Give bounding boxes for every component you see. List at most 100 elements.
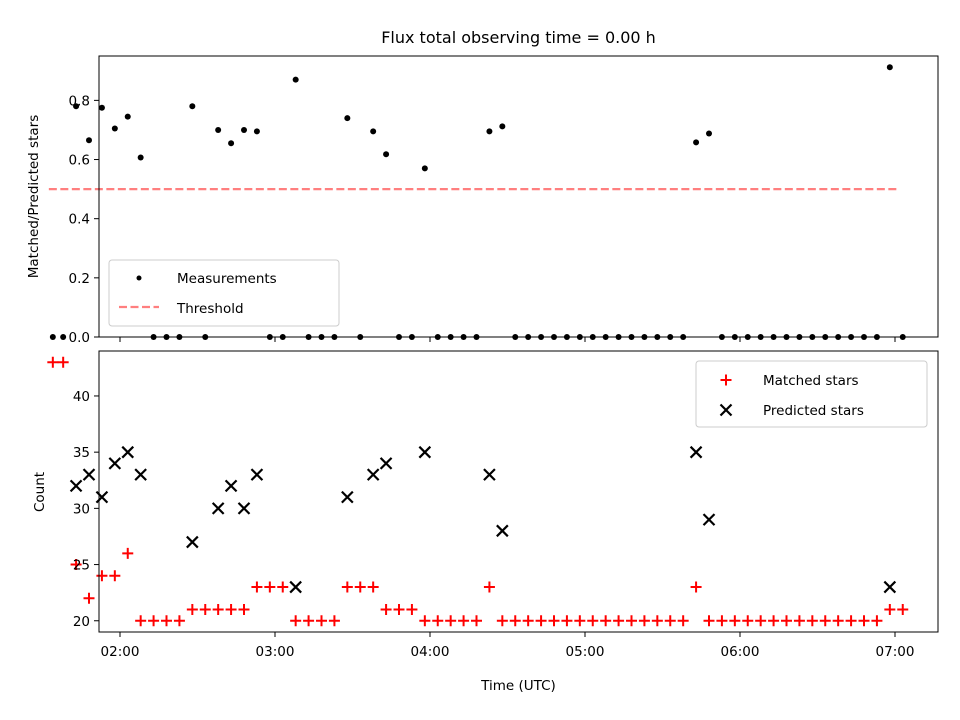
y-axis-label-count: Count	[32, 472, 48, 512]
matched-star-point	[96, 570, 108, 582]
measurement-point	[344, 115, 351, 122]
matched-star-point	[148, 615, 160, 627]
predicted-star-point	[211, 502, 225, 515]
count-legend-box	[695, 360, 928, 428]
predicted-star-point	[702, 513, 716, 526]
predicted-star-point	[121, 445, 135, 459]
predicted-star-point	[483, 468, 496, 481]
matched-star-point	[626, 615, 637, 627]
matched-star-point	[354, 581, 366, 593]
measurement-point	[421, 165, 428, 172]
matched-star-point	[600, 615, 612, 627]
matched-star-point	[574, 615, 586, 627]
measurement-point	[383, 151, 390, 158]
matched-star-point	[871, 615, 883, 627]
legend-marker-predicted	[719, 403, 733, 417]
matched-star-point	[884, 604, 896, 616]
matched-star-point	[458, 615, 470, 627]
legend-label-matched: Matched stars	[763, 373, 859, 389]
legend-label-predicted: Predicted stars	[763, 403, 864, 419]
legend-label-threshold: Threshold	[176, 301, 244, 317]
matched-star-point	[135, 615, 147, 627]
y-tick-label-count: 25	[73, 558, 90, 574]
matched-star-point	[161, 615, 172, 627]
matched-star-point	[690, 581, 702, 593]
measurement-point	[124, 113, 131, 120]
matched-star-point	[651, 615, 663, 627]
ratio-axes-frame	[98, 55, 939, 338]
x-tick-label: 07:00	[876, 644, 915, 660]
measurement-point	[137, 154, 144, 161]
measurement-point	[241, 126, 247, 133]
matched-star-point	[109, 570, 121, 582]
matched-star-point	[638, 615, 650, 627]
matched-star-point	[535, 615, 547, 627]
y-tick-label-ratio: 0.4	[69, 212, 90, 228]
measurement-point	[292, 76, 299, 83]
matched-star-point	[613, 615, 625, 627]
matched-star-point	[303, 615, 315, 627]
ratio-legend-box	[108, 259, 340, 327]
matched-star-point	[341, 581, 353, 593]
matched-star-point	[496, 615, 508, 627]
matched-star-point	[290, 615, 302, 627]
y-tick-label-count: 40	[73, 389, 90, 405]
matched-star-point	[122, 547, 134, 559]
predicted-star-point	[82, 468, 96, 481]
matched-star-point	[897, 604, 909, 616]
measurement-point	[706, 130, 712, 137]
predicted-star-point	[95, 490, 109, 504]
matched-star-point	[522, 615, 534, 627]
y-tick-label-ratio: 0.0	[69, 330, 90, 346]
matched-star-point	[832, 615, 844, 627]
y-tick-label-count: 35	[73, 445, 90, 461]
count-panel: Count Time (UTC) 20 25 30 35 40 02:00 03:00 04:…	[32, 350, 939, 694]
matched-star-point	[781, 615, 792, 627]
predicted-star-point	[237, 502, 251, 515]
ratio-legend: Measurements Threshold	[108, 259, 340, 327]
matched-star-point	[548, 615, 560, 627]
matched-star-point	[393, 604, 405, 616]
matched-star-point	[561, 615, 573, 627]
matched-star-point	[316, 615, 327, 627]
count-axes-frame	[98, 350, 939, 633]
measurement-point	[189, 103, 196, 110]
legend-marker-matched	[720, 374, 732, 386]
y-tick-label-count: 30	[73, 501, 90, 517]
matched-star-point	[47, 356, 59, 368]
matched-star-point	[819, 615, 831, 627]
measurement-point	[693, 139, 700, 146]
matched-star-point	[677, 615, 689, 627]
x-tick-label: 02:00	[101, 644, 140, 660]
measurement-point	[886, 64, 893, 71]
measurement-point	[86, 137, 92, 144]
matched-star-point	[845, 615, 857, 627]
matched-star-point	[858, 615, 870, 627]
matched-star-point	[729, 615, 741, 627]
x-tick-label: 05:00	[566, 644, 605, 660]
matched-star-point	[703, 615, 715, 627]
matched-star-point	[70, 559, 82, 571]
predicted-star-point	[289, 580, 302, 594]
matched-star-point	[471, 615, 482, 627]
measurement-point	[111, 125, 118, 132]
matched-star-point	[380, 604, 392, 616]
predicted-star-point	[496, 524, 509, 538]
matched-star-point	[199, 604, 211, 616]
ratio-panel: Flux total observing time = 0.00 h Match…	[26, 28, 939, 346]
measurement-point	[486, 128, 493, 135]
matched-star-point	[716, 615, 728, 627]
predicted-star-point	[379, 457, 393, 470]
measurement-point	[253, 128, 260, 135]
matched-star-point	[419, 615, 431, 627]
matched-star-point	[367, 581, 379, 593]
matched-star-point	[664, 615, 676, 627]
x-tick-label: 04:00	[411, 644, 450, 660]
measurement-point	[49, 334, 56, 340]
x-tick-label: 03:00	[256, 644, 295, 660]
matched-star-point	[264, 581, 276, 593]
matched-star-point	[186, 604, 198, 616]
y-tick-label-ratio: 0.6	[69, 153, 90, 169]
measurement-point	[98, 104, 105, 111]
predicted-star-point	[883, 580, 897, 594]
